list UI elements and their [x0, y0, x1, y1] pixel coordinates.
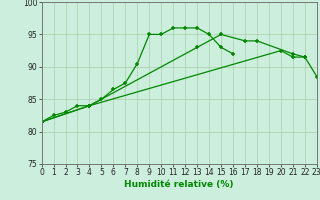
- X-axis label: Humidité relative (%): Humidité relative (%): [124, 180, 234, 189]
